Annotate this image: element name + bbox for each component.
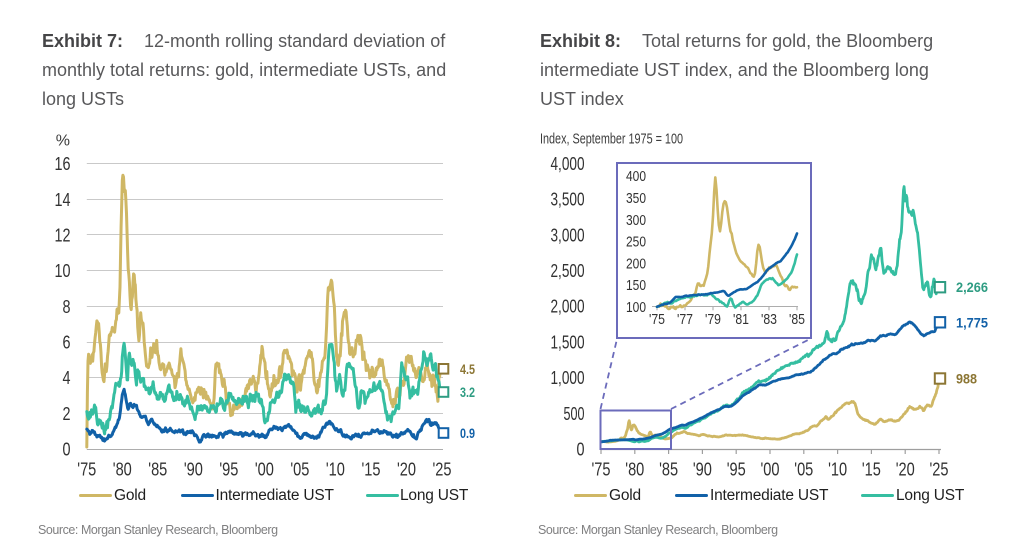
svg-text:4: 4 [63, 368, 71, 388]
svg-text:1,775: 1,775 [956, 314, 988, 330]
svg-text:'10: '10 [326, 460, 345, 480]
svg-text:988: 988 [956, 371, 977, 387]
svg-text:'15: '15 [862, 460, 881, 480]
svg-text:1,000: 1,000 [551, 368, 585, 388]
svg-text:'75: '75 [592, 460, 611, 480]
svg-text:8: 8 [63, 297, 71, 317]
svg-text:300: 300 [626, 213, 646, 229]
svg-text:'90: '90 [184, 460, 203, 480]
svg-text:'80: '80 [113, 460, 132, 480]
svg-text:'85: '85 [789, 312, 805, 328]
svg-text:'20: '20 [896, 460, 915, 480]
svg-text:150: 150 [626, 278, 646, 294]
svg-text:4.5: 4.5 [460, 361, 475, 377]
svg-text:10: 10 [55, 261, 71, 281]
svg-text:3.2: 3.2 [460, 384, 475, 400]
svg-text:4,000: 4,000 [551, 154, 585, 174]
svg-text:16: 16 [55, 154, 71, 174]
svg-text:'83: '83 [761, 312, 777, 328]
svg-text:%: % [56, 133, 70, 150]
svg-text:'95: '95 [727, 460, 746, 480]
svg-text:350: 350 [626, 191, 646, 207]
svg-text:'10: '10 [828, 460, 847, 480]
svg-text:400: 400 [626, 169, 646, 185]
svg-text:'25: '25 [930, 460, 949, 480]
svg-text:2,000: 2,000 [551, 297, 585, 317]
svg-text:3,500: 3,500 [551, 190, 585, 210]
svg-text:'79: '79 [705, 312, 721, 328]
svg-text:3,000: 3,000 [551, 225, 585, 245]
svg-text:'20: '20 [397, 460, 416, 480]
svg-text:'90: '90 [693, 460, 712, 480]
svg-text:'77: '77 [677, 312, 693, 328]
svg-text:'05: '05 [290, 460, 309, 480]
svg-text:2,500: 2,500 [551, 261, 585, 281]
svg-text:200: 200 [626, 256, 646, 272]
svg-text:0.9: 0.9 [460, 425, 475, 441]
svg-text:0: 0 [63, 440, 71, 460]
svg-text:100: 100 [626, 300, 646, 316]
svg-text:'00: '00 [255, 460, 274, 480]
svg-text:Index, September 1975 = 100: Index, September 1975 = 100 [540, 131, 683, 148]
svg-text:6: 6 [63, 333, 71, 353]
svg-text:12: 12 [55, 226, 71, 246]
svg-text:'95: '95 [219, 460, 238, 480]
svg-text:250: 250 [626, 235, 646, 251]
svg-text:'81: '81 [733, 312, 749, 328]
svg-text:2: 2 [63, 404, 71, 424]
svg-text:'15: '15 [362, 460, 381, 480]
svg-text:'80: '80 [625, 460, 644, 480]
svg-text:'85: '85 [148, 460, 167, 480]
svg-text:'75: '75 [77, 460, 96, 480]
svg-text:'75: '75 [649, 312, 665, 328]
svg-text:500: 500 [564, 404, 585, 424]
svg-text:0: 0 [577, 440, 585, 460]
svg-text:'05: '05 [794, 460, 813, 480]
svg-text:2,266: 2,266 [956, 279, 988, 295]
svg-text:'00: '00 [761, 460, 780, 480]
svg-text:1,500: 1,500 [551, 332, 585, 352]
svg-text:14: 14 [55, 190, 71, 210]
svg-text:'25: '25 [433, 460, 452, 480]
svg-text:'85: '85 [659, 460, 678, 480]
